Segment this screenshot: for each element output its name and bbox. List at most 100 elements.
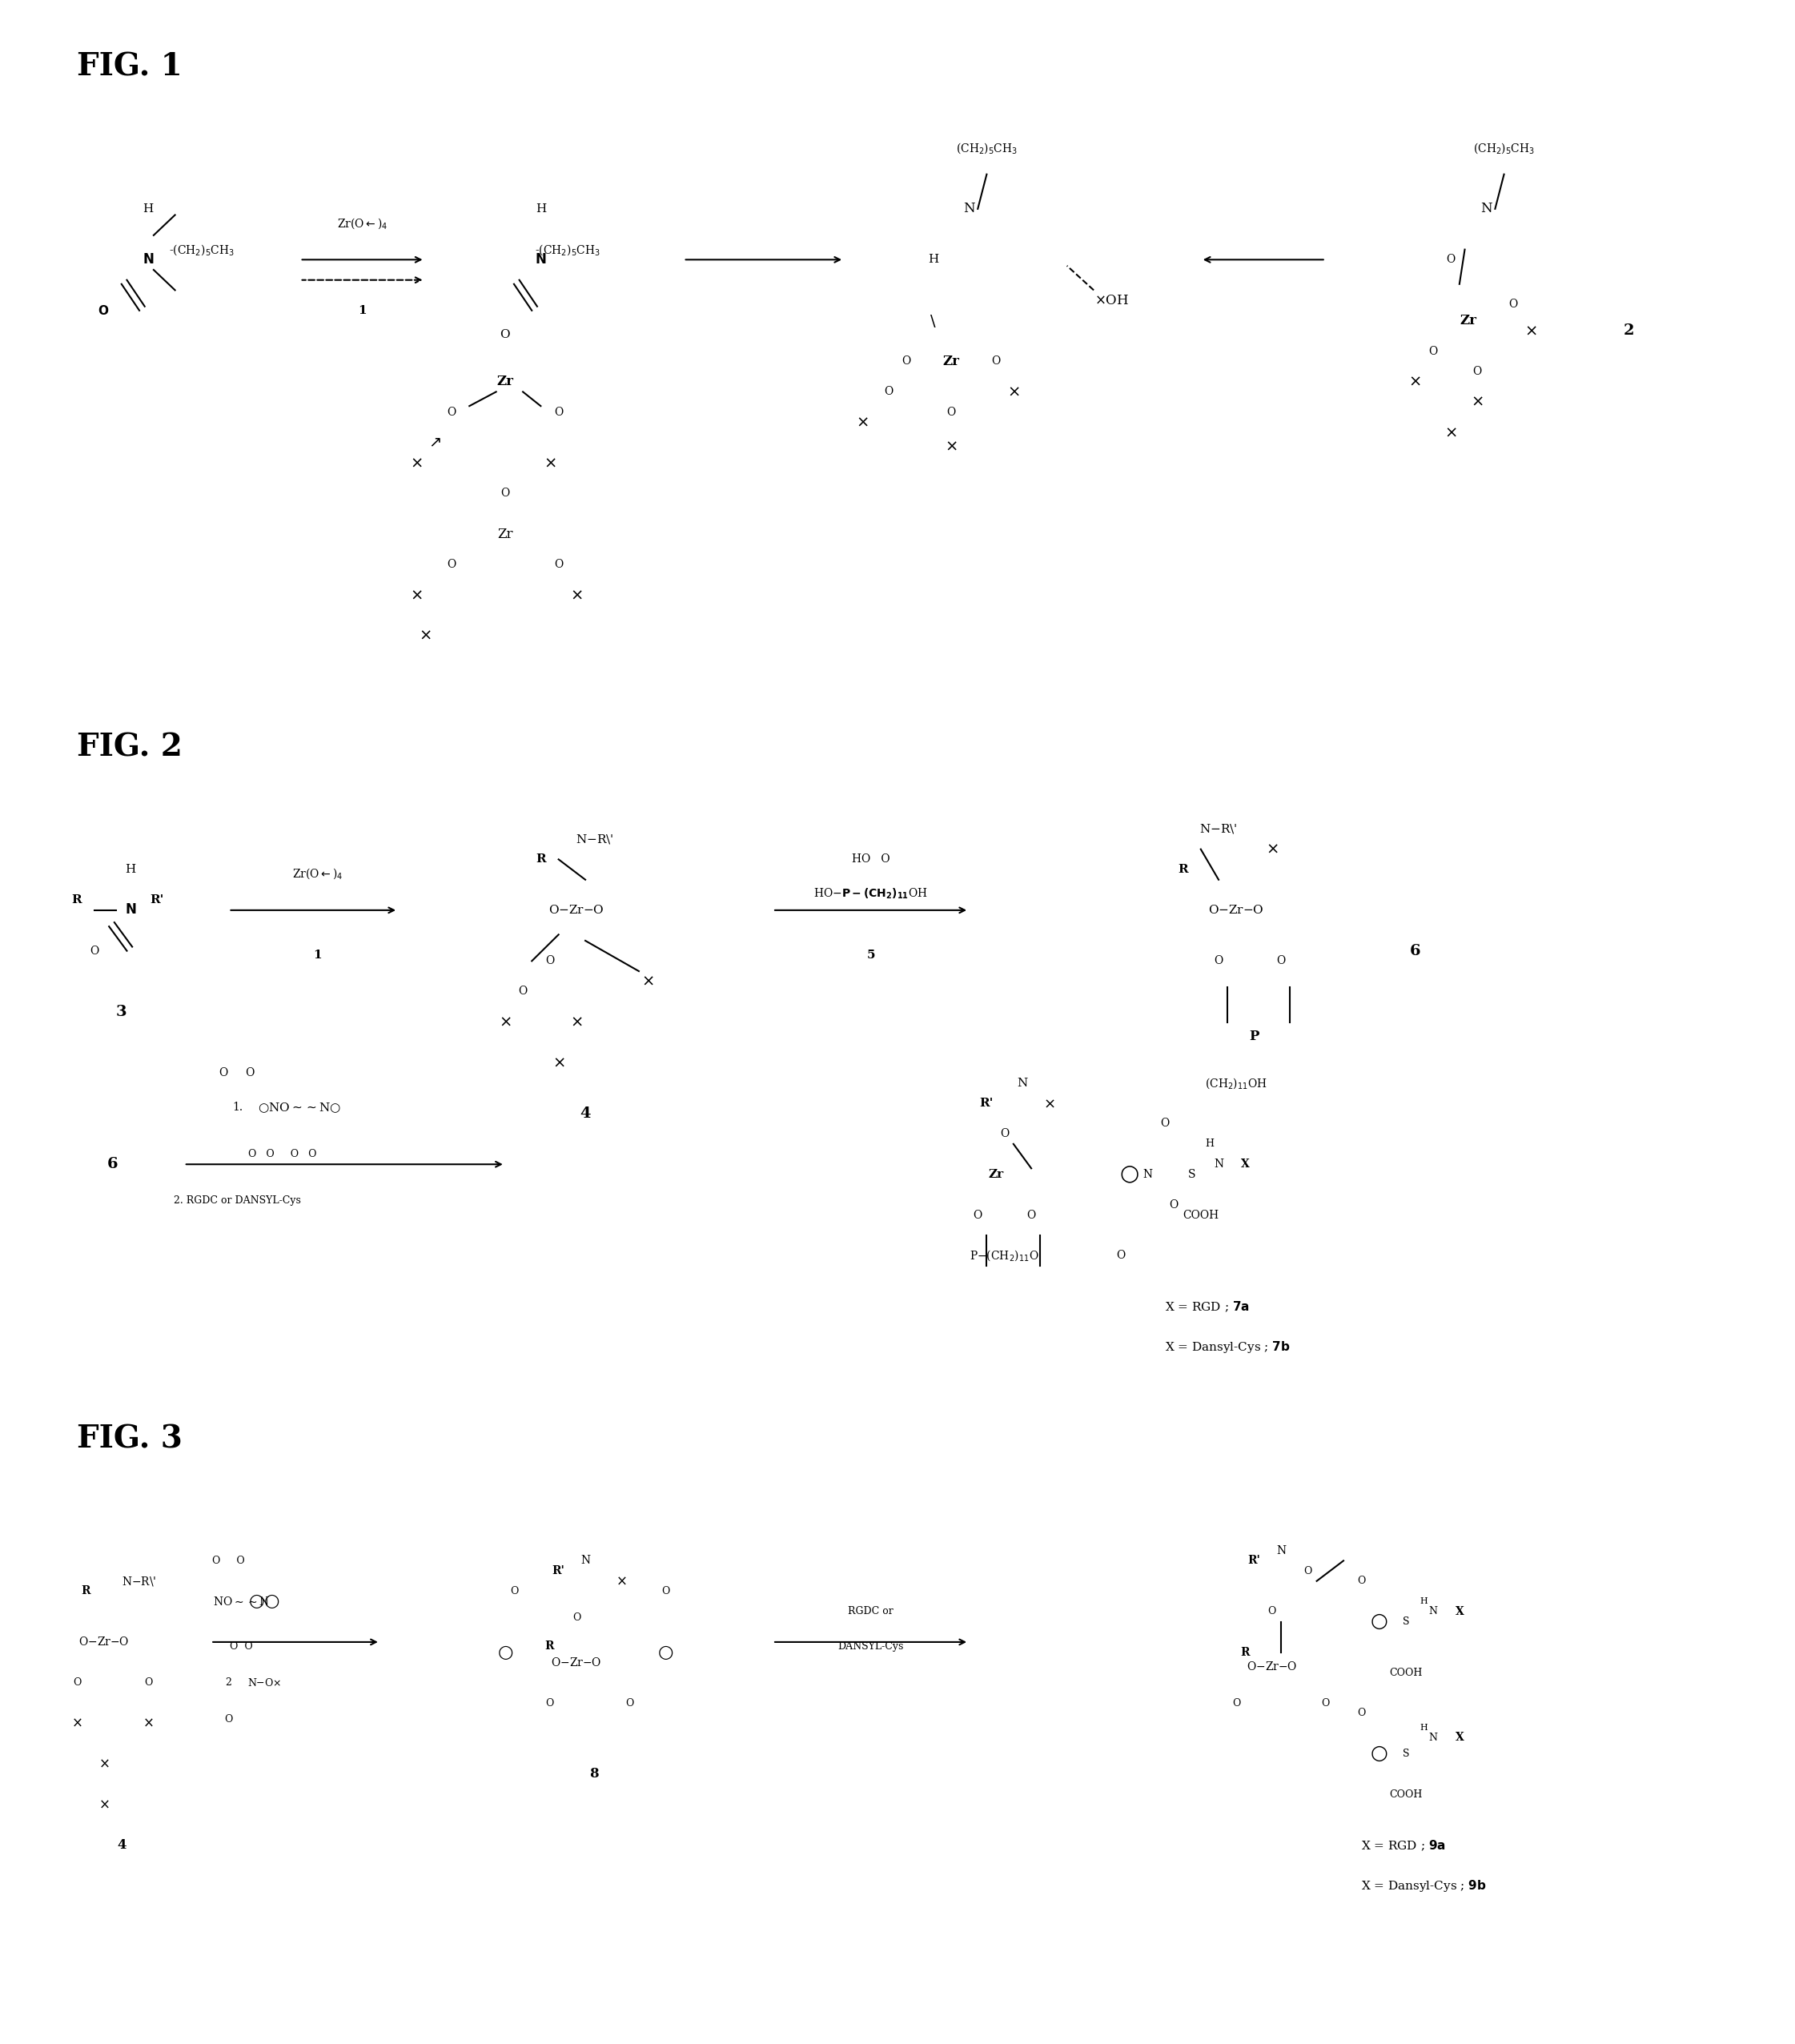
Text: DANSYL-Cys: DANSYL-Cys xyxy=(838,1641,903,1652)
Text: $\bf{N}$: $\bf{N}$ xyxy=(535,253,546,266)
Text: O: O xyxy=(901,356,910,368)
Text: (CH$_2$)$_{11}$OH: (CH$_2$)$_{11}$OH xyxy=(1204,1075,1267,1089)
Text: O: O xyxy=(501,489,510,499)
Text: $\bigcirc$: $\bigcirc$ xyxy=(1370,1613,1388,1631)
Text: $\times$: $\times$ xyxy=(1007,384,1020,399)
Text: $\times$: $\times$ xyxy=(99,1799,109,1811)
Text: O: O xyxy=(1276,955,1285,967)
Text: $\nearrow$: $\nearrow$ xyxy=(425,435,442,450)
Text: NO$\sim$$\sim$N: NO$\sim$$\sim$N xyxy=(212,1596,269,1607)
Text: Zr: Zr xyxy=(1459,315,1477,327)
Text: R: R xyxy=(1178,865,1188,875)
Text: R: R xyxy=(546,1641,555,1652)
Text: HO   O: HO O xyxy=(851,854,890,865)
Text: N$-$R\': N$-$R\' xyxy=(574,832,614,846)
Text: $\bigcirc$NO$\sim$$\sim$N$\bigcirc$: $\bigcirc$NO$\sim$$\sim$N$\bigcirc$ xyxy=(258,1100,341,1114)
Text: O: O xyxy=(546,955,555,967)
Text: X: X xyxy=(1456,1607,1463,1617)
Text: -(CH$_2$)$_5$CH$_3$: -(CH$_2$)$_5$CH$_3$ xyxy=(535,243,600,258)
Text: RGDC or: RGDC or xyxy=(847,1607,894,1617)
Text: R: R xyxy=(72,895,83,905)
Text: O: O xyxy=(1303,1566,1312,1576)
Text: Zr(O$\leftarrow$)$_4$: Zr(O$\leftarrow$)$_4$ xyxy=(337,217,388,231)
Text: O: O xyxy=(510,1586,519,1596)
Text: P: P xyxy=(1249,1030,1260,1042)
Text: N: N xyxy=(1429,1733,1438,1744)
Text: $\times$: $\times$ xyxy=(553,1055,565,1069)
Text: Zr: Zr xyxy=(497,374,513,388)
Text: (CH$_2$)$_5$CH$_3$: (CH$_2$)$_5$CH$_3$ xyxy=(1474,141,1535,155)
Text: H: H xyxy=(928,253,939,266)
Text: COOH: COOH xyxy=(1389,1668,1422,1678)
Text: X = Dansyl-Cys ; $\bf{7b}$: X = Dansyl-Cys ; $\bf{7b}$ xyxy=(1165,1339,1291,1355)
Text: N: N xyxy=(962,202,975,217)
Text: N: N xyxy=(1429,1607,1438,1617)
Text: O$-$Zr$-$O: O$-$Zr$-$O xyxy=(1208,903,1264,916)
Text: $\bf{O}$: $\bf{O}$ xyxy=(99,305,109,317)
Text: O: O xyxy=(1472,366,1481,376)
Text: O: O xyxy=(1357,1709,1366,1719)
Text: O: O xyxy=(519,985,528,997)
Text: O: O xyxy=(946,407,955,417)
Text: 8: 8 xyxy=(589,1768,600,1780)
Text: 2. RGDC or DANSYL-Cys: 2. RGDC or DANSYL-Cys xyxy=(174,1196,302,1206)
Text: 6: 6 xyxy=(1409,944,1420,959)
Text: O: O xyxy=(573,1613,580,1623)
Text: $\times$: $\times$ xyxy=(499,1014,512,1030)
Text: FIG. 1: FIG. 1 xyxy=(77,51,183,82)
Text: $\times$: $\times$ xyxy=(1524,323,1537,337)
Text: $\bigcirc$$\bigcirc$: $\bigcirc$$\bigcirc$ xyxy=(248,1592,280,1611)
Text: O: O xyxy=(555,407,564,417)
Text: Zr: Zr xyxy=(497,527,513,542)
Text: R': R' xyxy=(1248,1555,1260,1566)
Text: X = RGD ; $\bf{9a}$: X = RGD ; $\bf{9a}$ xyxy=(1361,1838,1447,1852)
Text: O     O: O O xyxy=(219,1067,255,1079)
Text: O: O xyxy=(661,1586,670,1596)
Text: 1: 1 xyxy=(357,305,366,317)
Text: O$-$Zr$-$O: O$-$Zr$-$O xyxy=(549,903,605,916)
Text: O: O xyxy=(973,1210,982,1220)
Text: N: N xyxy=(1213,1159,1224,1169)
Text: $\times$: $\times$ xyxy=(856,415,869,429)
Text: O: O xyxy=(1429,345,1438,358)
Text: O: O xyxy=(1116,1251,1125,1261)
Text: H: H xyxy=(1420,1723,1427,1731)
Text: Zr: Zr xyxy=(942,354,959,368)
Text: Zr(O$\leftarrow$)$_4$: Zr(O$\leftarrow$)$_4$ xyxy=(293,867,343,881)
Text: $\bf{N}$: $\bf{N}$ xyxy=(142,253,154,266)
Text: O: O xyxy=(555,558,564,570)
Text: O: O xyxy=(224,1715,233,1725)
Text: $\times$: $\times$ xyxy=(144,1717,154,1729)
Text: R: R xyxy=(535,854,546,865)
Text: O: O xyxy=(1000,1128,1009,1139)
Text: X = Dansyl-Cys ; $\bf{9b}$: X = Dansyl-Cys ; $\bf{9b}$ xyxy=(1361,1878,1486,1893)
Text: 3: 3 xyxy=(117,1006,127,1020)
Text: R': R' xyxy=(980,1098,994,1110)
Text: O: O xyxy=(546,1699,555,1709)
Text: $\times$: $\times$ xyxy=(1445,425,1458,439)
Text: O: O xyxy=(1508,298,1517,311)
Text: 4: 4 xyxy=(580,1106,591,1120)
Text: N: N xyxy=(1481,202,1492,217)
Text: O: O xyxy=(447,558,456,570)
Text: S: S xyxy=(1188,1169,1195,1179)
Text: 2: 2 xyxy=(1623,323,1633,337)
Text: $\times$: $\times$ xyxy=(1043,1096,1055,1110)
Text: N: N xyxy=(1142,1169,1152,1179)
Text: O: O xyxy=(90,944,99,957)
Text: $\times$: $\times$ xyxy=(418,630,431,644)
Text: $\bf{N}$: $\bf{N}$ xyxy=(124,903,136,918)
Text: O: O xyxy=(1321,1699,1330,1709)
Text: $\times$: $\times$ xyxy=(72,1717,83,1729)
Text: 1.: 1. xyxy=(232,1102,242,1114)
Text: O: O xyxy=(1213,955,1222,967)
Text: $\times$: $\times$ xyxy=(1470,394,1483,409)
Text: $\times$: $\times$ xyxy=(944,439,957,454)
Text: O: O xyxy=(1170,1200,1179,1210)
Text: H: H xyxy=(535,202,546,215)
Text: Zr: Zr xyxy=(987,1169,1003,1179)
Text: $\times$: $\times$ xyxy=(409,589,422,603)
Text: O: O xyxy=(991,356,1000,368)
Text: O: O xyxy=(1161,1118,1170,1128)
Text: X: X xyxy=(1240,1159,1249,1169)
